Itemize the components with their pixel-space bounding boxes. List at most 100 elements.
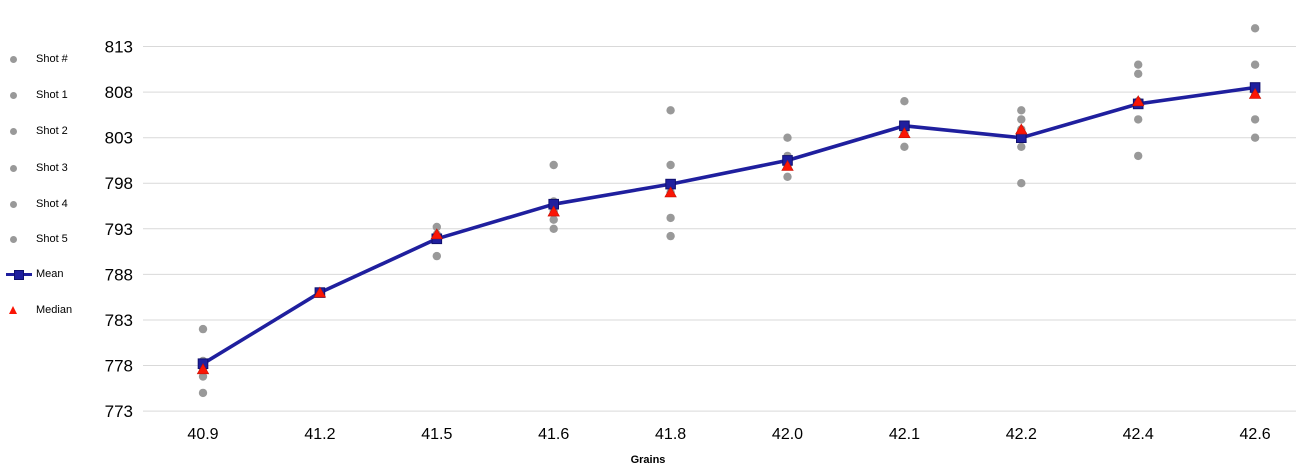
x-axis-tick-label: 42.4 <box>1123 426 1154 443</box>
median-point <box>196 363 210 375</box>
legend-label: Mean <box>36 268 64 280</box>
shot-point <box>549 215 558 224</box>
shot-point <box>198 388 208 398</box>
legend-item-shot-3[interactable]: Shot 3 <box>6 161 68 175</box>
shot-point <box>1250 24 1260 33</box>
shot-point <box>1250 60 1260 69</box>
shot-point <box>1134 60 1143 69</box>
shot-point <box>783 172 792 181</box>
shot-point <box>1017 106 1026 115</box>
legend-item-shot[interactable]: Shot # <box>6 52 68 66</box>
x-axis-tick-label: 41.2 <box>304 426 335 443</box>
x-axis-tick-label: 41.6 <box>538 426 569 443</box>
x-axis-tick-label: 42.2 <box>1006 426 1037 443</box>
series-shot-2 <box>198 83 1260 368</box>
square-marker-icon <box>14 270 24 280</box>
series-shot <box>198 24 1260 334</box>
shot-point <box>1134 151 1143 161</box>
shot-point <box>1017 115 1026 124</box>
shot-point <box>198 324 208 334</box>
y-axis-tick-label: 803 <box>105 129 133 148</box>
median-point <box>430 228 444 240</box>
series-shot-1 <box>198 60 1260 366</box>
x-axis-tick-label: 42.1 <box>889 426 920 443</box>
x-axis-tick-label: 40.9 <box>187 426 218 443</box>
gridlines <box>143 46 1296 412</box>
legend-label: Shot 5 <box>36 233 68 245</box>
y-axis-tick-label: 808 <box>105 83 133 102</box>
shot-point <box>549 160 558 170</box>
circle-marker-icon <box>10 127 17 135</box>
median-point <box>313 286 327 298</box>
shot-point <box>900 142 909 151</box>
legend-label: Shot 4 <box>36 198 68 210</box>
median-triangle-icon <box>6 303 32 317</box>
triangle-marker-icon <box>9 305 17 314</box>
y-axis-ticks: 773 778 783 788 793 798 803 808 813 <box>105 38 133 422</box>
median-point <box>1131 95 1145 107</box>
legend-item-shot-1[interactable]: Shot 1 <box>6 88 68 102</box>
y-axis-tick-label: 773 <box>105 402 133 421</box>
shot-point <box>1017 142 1026 151</box>
shot-point <box>666 213 675 223</box>
shot-point <box>1134 69 1143 79</box>
y-axis-tick-label: 783 <box>105 311 133 330</box>
circle-marker-icon <box>10 91 17 99</box>
series-shot-4 <box>198 115 1260 381</box>
line-marker-icon <box>6 270 32 280</box>
y-axis-tick-label: 788 <box>105 265 133 284</box>
y-axis-tick-label: 813 <box>105 38 133 57</box>
legend-label: Shot 2 <box>36 125 68 137</box>
x-axis-title: Grains <box>630 454 666 466</box>
median-point <box>1015 123 1028 135</box>
shot-point <box>783 133 792 142</box>
shot-point <box>198 372 208 381</box>
shot-dot-icon <box>6 88 32 102</box>
median-point <box>547 205 560 217</box>
series-mean <box>197 82 1261 369</box>
x-axis-tick-label: 42.6 <box>1240 426 1271 443</box>
shot-point <box>1017 179 1026 188</box>
shot-dot-icon <box>6 197 32 211</box>
shot-point <box>900 97 909 106</box>
shot-dot-icon <box>6 52 32 66</box>
legend-item-shot-4[interactable]: Shot 4 <box>6 197 68 211</box>
series-shot-3 <box>198 89 1260 374</box>
shot-point <box>1134 115 1143 124</box>
y-axis-tick-label: 793 <box>105 220 133 239</box>
y-axis-tick-label: 778 <box>105 357 133 376</box>
circle-marker-icon <box>10 164 17 172</box>
x-axis-ticks: 40.9 41.2 41.5 41.6 41.8 42.0 42.1 42.2 42.4 42.6 <box>187 426 1270 443</box>
series-median <box>196 87 1262 375</box>
legend-item-shot-5[interactable]: Shot 5 <box>6 232 68 246</box>
shot-point <box>666 160 675 170</box>
legend-item-median[interactable]: Median <box>6 303 72 317</box>
x-axis-tick-label: 41.8 <box>655 426 686 443</box>
legend-item-shot-2[interactable]: Shot 2 <box>6 124 68 138</box>
shot-dot-icon <box>6 161 32 175</box>
shot-point <box>432 222 441 232</box>
shot-dot-icon <box>6 124 32 138</box>
legend-label: Shot 1 <box>36 89 68 101</box>
median-point <box>781 159 794 171</box>
circle-marker-icon <box>10 55 17 63</box>
shot-point <box>666 231 675 241</box>
shot-point <box>1250 133 1260 142</box>
x-axis-tick-label: 41.5 <box>421 426 452 443</box>
legend-label: Median <box>36 304 73 316</box>
legend-label: Shot 3 <box>36 162 68 174</box>
x-axis-tick-label: 42.0 <box>772 426 803 443</box>
mean-line-icon <box>6 267 32 281</box>
median-point <box>898 127 911 138</box>
shot-point <box>666 106 675 115</box>
shot-point <box>432 251 441 261</box>
legend-item-mean[interactable]: Mean <box>6 267 64 281</box>
mean-line <box>201 85 1257 366</box>
shot-dot-icon <box>6 232 32 246</box>
circle-marker-icon <box>10 200 17 208</box>
median-point <box>1248 87 1262 99</box>
y-axis-tick-label: 798 <box>105 174 133 193</box>
shot-point <box>1250 115 1260 124</box>
